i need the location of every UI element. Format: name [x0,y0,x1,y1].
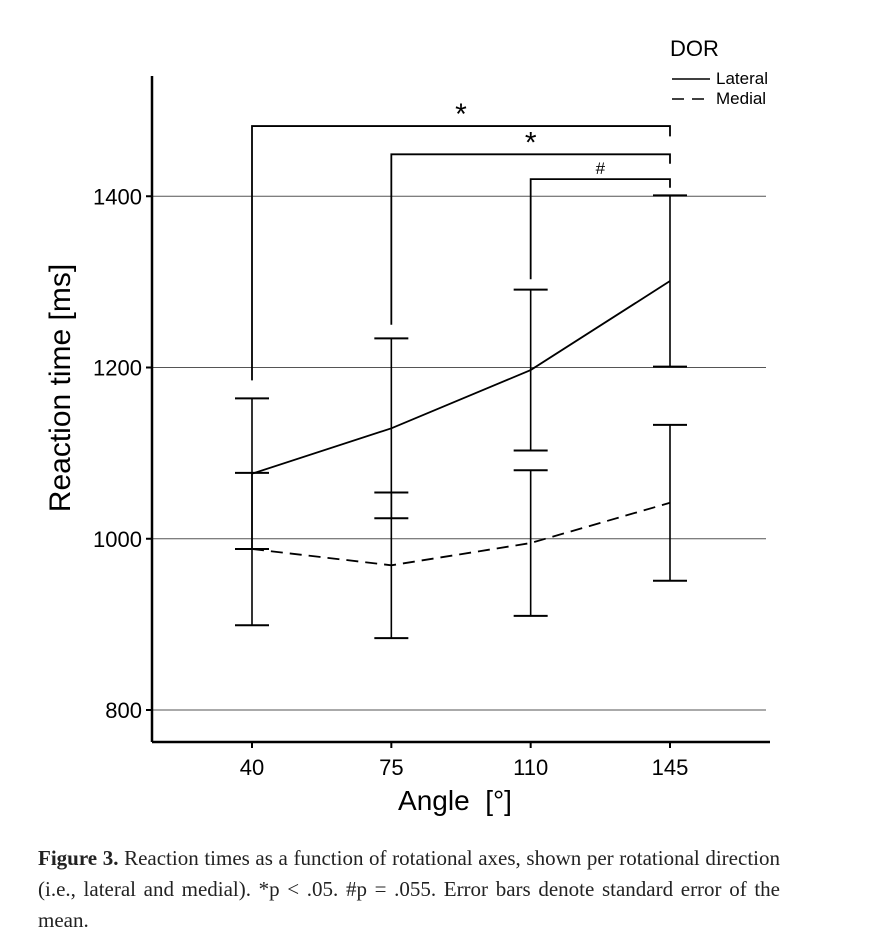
legend-label-lateral: Lateral [716,69,768,88]
y-axis-label: Reaction time [ms] [44,264,77,512]
significance-bracket-1 [251,125,671,381]
figure-caption: Figure 3. Reaction times as a function o… [38,843,780,936]
axes [146,76,770,748]
caption-text: Reaction times as a function of rotation… [38,846,780,932]
error-bars [235,194,687,640]
series-line-medial [251,501,671,567]
series-line-lateral [251,280,671,475]
x-tick-label-145: 145 [652,755,689,780]
significance-label-1: * [455,98,467,131]
x-axis-label: Angle [°] [398,785,512,816]
y-tick-label-800: 800 [105,698,142,723]
legend-title: DOR [670,36,719,61]
caption-label: Figure 3. [38,846,119,870]
significance-brackets: * * # [251,98,671,381]
legend-label-medial: Medial [716,89,766,108]
y-tick-label-1200: 1200 [93,356,142,381]
series-lines [251,280,671,567]
significance-label-2: * [525,126,537,159]
significance-label-3: # [596,159,606,178]
grid-lines [152,195,766,711]
chart: 800 1000 1200 1400 40 75 110 145 * * # DOR Lateral… [44,36,770,816]
x-tick-label-110: 110 [513,755,548,780]
x-tick-label-40: 40 [240,755,264,780]
y-tick-label-1400: 1400 [93,184,142,209]
tick-labels: 800 1000 1200 1400 40 75 110 145 [93,184,688,780]
y-tick-label-1000: 1000 [93,527,142,552]
significance-bracket-3 [529,178,671,280]
significance-bracket-2 [390,153,671,325]
x-tick-label-75: 75 [379,755,403,780]
